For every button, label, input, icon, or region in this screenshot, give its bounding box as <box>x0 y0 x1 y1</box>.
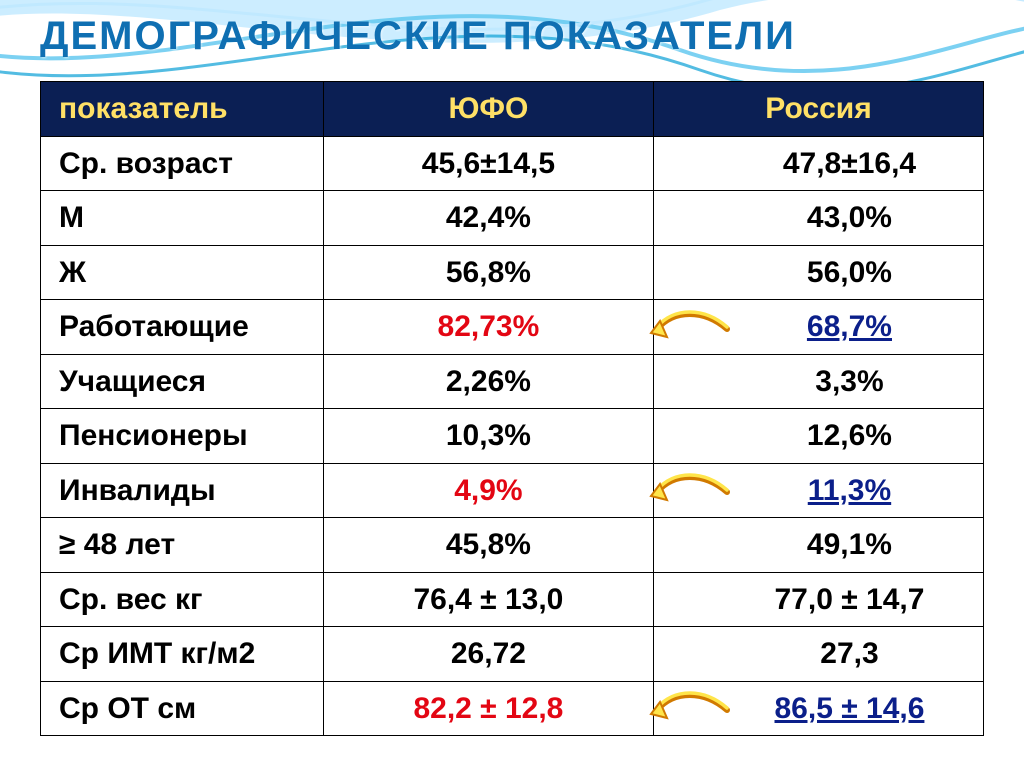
row-label: ≥ 48 лет <box>41 518 324 573</box>
row-value-country: 11,3% <box>653 463 983 518</box>
curve-arrow-icon <box>649 307 739 347</box>
table-container: показатель ЮФО Россия Ср. возраст45,6±14… <box>0 59 1024 736</box>
table-row: Учащиеся2,26%3,3% <box>41 354 984 409</box>
col-header-indicator: показатель <box>41 82 324 137</box>
row-value-country: 27,3 <box>653 627 983 682</box>
curve-arrow-icon <box>649 688 739 728</box>
row-value-country: 56,0% <box>653 245 983 300</box>
row-value-country: 43,0% <box>653 191 983 246</box>
table-row: Ср ОТ см82,2 ± 12,886,5 ± 14,6 <box>41 681 984 736</box>
table-row: М42,4%43,0% <box>41 191 984 246</box>
row-value-region: 45,8% <box>323 518 653 573</box>
table-row: Ср. возраст45,6±14,547,8±16,4 <box>41 136 984 191</box>
row-label: Инвалиды <box>41 463 324 518</box>
row-value-region: 10,3% <box>323 409 653 464</box>
row-value-region: 82,73% <box>323 300 653 355</box>
row-label: Ср. возраст <box>41 136 324 191</box>
row-label: Учащиеся <box>41 354 324 409</box>
table-row: ≥ 48 лет45,8%49,1% <box>41 518 984 573</box>
table-row: Инвалиды4,9%11,3% <box>41 463 984 518</box>
row-value-region: 4,9% <box>323 463 653 518</box>
row-value-country: 3,3% <box>653 354 983 409</box>
table-row: Ж56,8%56,0% <box>41 245 984 300</box>
col-header-country: Россия <box>653 82 983 137</box>
col-header-region: ЮФО <box>323 82 653 137</box>
table-row: Пенсионеры10,3%12,6% <box>41 409 984 464</box>
row-value-region: 45,6±14,5 <box>323 136 653 191</box>
row-value-country: 77,0 ± 14,7 <box>653 572 983 627</box>
row-value-region: 82,2 ± 12,8 <box>323 681 653 736</box>
table-row: Ср ИМТ кг/м226,7227,3 <box>41 627 984 682</box>
row-label: Пенсионеры <box>41 409 324 464</box>
row-value-country: 47,8±16,4 <box>653 136 983 191</box>
row-value-region: 26,72 <box>323 627 653 682</box>
row-value-region: 76,4 ± 13,0 <box>323 572 653 627</box>
row-value-region: 2,26% <box>323 354 653 409</box>
row-value-country: 86,5 ± 14,6 <box>653 681 983 736</box>
row-label: Ж <box>41 245 324 300</box>
page-title: ДЕМОГРАФИЧЕСКИЕ ПОКАЗАТЕЛИ <box>0 0 1024 59</box>
row-value-country: 12,6% <box>653 409 983 464</box>
row-label: Ср. вес кг <box>41 572 324 627</box>
row-label: Ср ИМТ кг/м2 <box>41 627 324 682</box>
row-value-country: 49,1% <box>653 518 983 573</box>
demographics-table: показатель ЮФО Россия Ср. возраст45,6±14… <box>40 81 984 736</box>
table-header-row: показатель ЮФО Россия <box>41 82 984 137</box>
row-value-region: 56,8% <box>323 245 653 300</box>
row-label: Работающие <box>41 300 324 355</box>
table-row: Работающие82,73%68,7% <box>41 300 984 355</box>
row-label: М <box>41 191 324 246</box>
row-label: Ср ОТ см <box>41 681 324 736</box>
table-row: Ср. вес кг76,4 ± 13,077,0 ± 14,7 <box>41 572 984 627</box>
curve-arrow-icon <box>649 470 739 510</box>
row-value-country: 68,7% <box>653 300 983 355</box>
row-value-region: 42,4% <box>323 191 653 246</box>
